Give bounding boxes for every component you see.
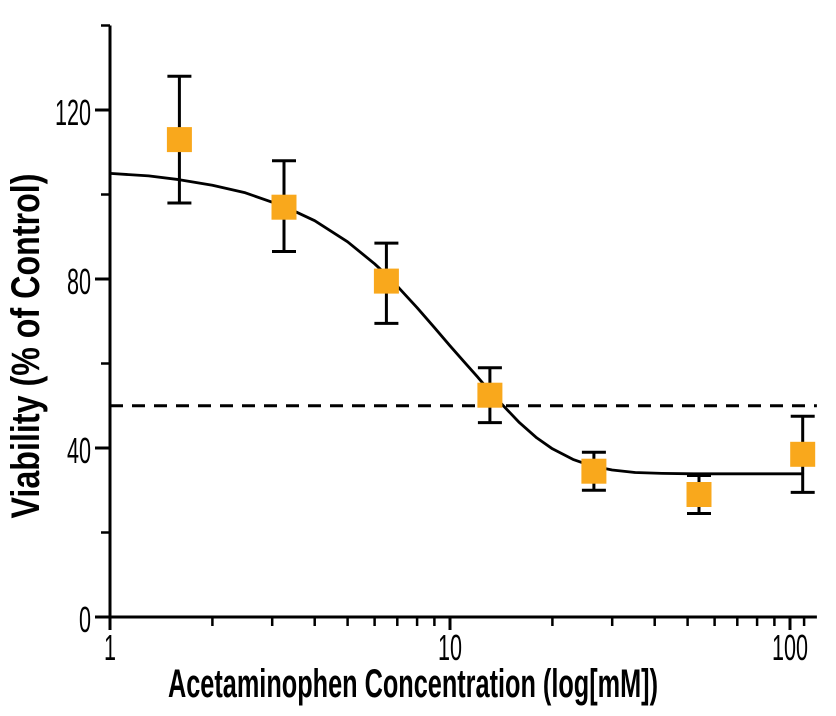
x-axis-tick-label: 10: [438, 627, 462, 668]
y-axis-tick-label: 120: [55, 92, 91, 133]
data-point-marker: [686, 482, 712, 507]
data-point-marker: [581, 458, 607, 484]
y-axis-tick-label: 0: [79, 599, 91, 640]
x-axis-title: Acetaminophen Concentration (log[mM]): [168, 662, 658, 706]
data-points-layer: [166, 74, 816, 515]
fit-curve-layer: [108, 172, 805, 476]
data-point-marker: [477, 382, 503, 408]
data-point-marker: [166, 127, 192, 153]
y-axis-title: Viability (% of Control): [4, 174, 48, 519]
y-axis-tick-label: 80: [67, 261, 91, 302]
data-point-marker: [790, 441, 816, 467]
data-point-marker: [271, 194, 297, 220]
y-axis-tick-label: 40: [67, 430, 91, 471]
x-axis-tick-label: 100: [772, 627, 808, 668]
fit-curve: [108, 172, 805, 476]
data-point-marker: [373, 268, 399, 294]
x-axis-tick-label: 1: [104, 627, 116, 668]
axis-spines: [108, 25, 817, 619]
